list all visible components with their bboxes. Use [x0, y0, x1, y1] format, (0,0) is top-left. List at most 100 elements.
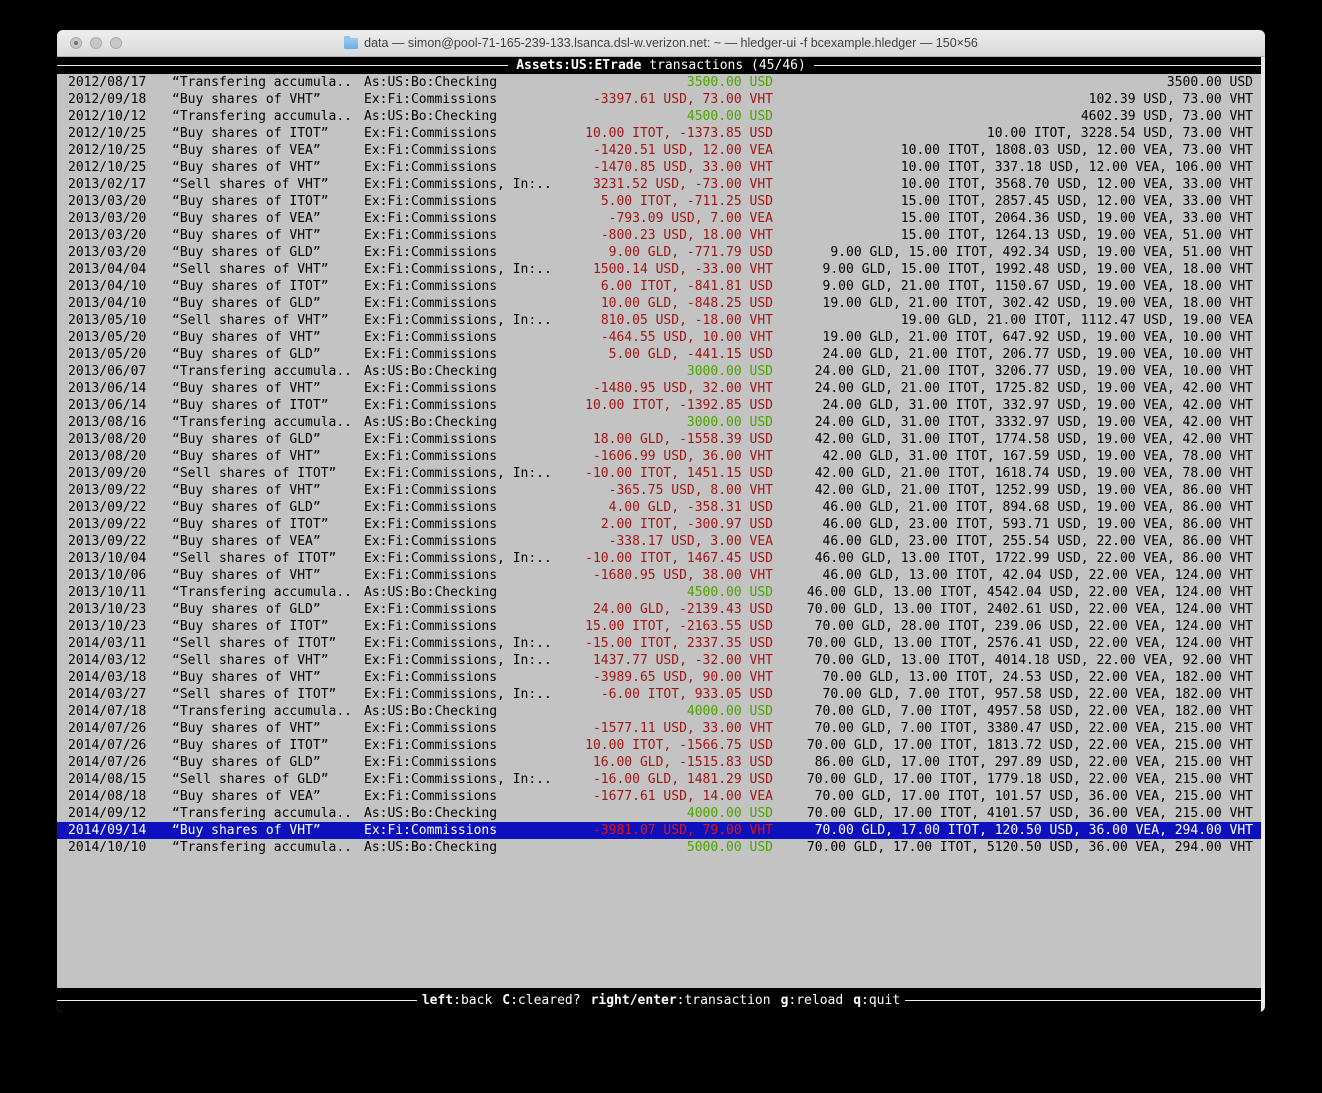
row-amount: -1470.85 USD, 33.00 VHT: [592, 160, 773, 175]
table-row[interactable]: 2014/07/26 “Buy shares of ITOT” Ex:Fi:Co…: [57, 737, 1265, 754]
table-row[interactable]: 2013/03/20 “Buy shares of VHT” Ex:Fi:Com…: [57, 227, 1265, 244]
row-description: “Buy shares of ITOT”: [172, 126, 329, 141]
table-row[interactable]: 2013/08/20 “Buy shares of VHT” Ex:Fi:Com…: [57, 448, 1265, 465]
table-row[interactable]: 2013/10/11 “Transfering accumula.. As:US…: [57, 584, 1265, 601]
row-description: “Buy shares of VEA”: [172, 143, 321, 158]
row-date: 2014/07/26: [68, 721, 147, 736]
row-amount: 810.05 USD, -18.00 VHT: [600, 313, 773, 328]
row-balance: 70.00 GLD, 7.00 ITOT, 4957.58 USD, 22.00…: [814, 704, 1253, 719]
table-row[interactable]: 2013/04/10 “Buy shares of ITOT” Ex:Fi:Co…: [57, 278, 1265, 295]
register-header: Assets:US:ETrade transactions (45/46): [57, 57, 1265, 74]
table-row[interactable]: 2013/08/16 “Transfering accumula.. As:US…: [57, 414, 1265, 431]
table-row[interactable]: 2012/10/12 “Transfering accumula.. As:US…: [57, 108, 1265, 125]
row-balance: 70.00 GLD, 17.00 ITOT, 4101.57 USD, 36.0…: [806, 806, 1253, 821]
table-row[interactable]: 2013/05/20 “Buy shares of VHT” Ex:Fi:Com…: [57, 329, 1265, 346]
table-row[interactable]: 2012/10/25 “Buy shares of VHT” Ex:Fi:Com…: [57, 159, 1265, 176]
table-row[interactable]: 2014/03/11 “Sell shares of ITOT” Ex:Fi:C…: [57, 635, 1265, 652]
row-description: “Buy shares of VHT”: [172, 228, 321, 243]
key-hint: g:reload: [781, 992, 844, 1009]
table-row[interactable]: 2013/09/22 “Buy shares of VEA” Ex:Fi:Com…: [57, 533, 1265, 550]
row-balance: 10.00 ITOT, 1808.03 USD, 12.00 VEA, 73.0…: [900, 143, 1253, 158]
zoom-button[interactable]: [110, 37, 122, 49]
table-row[interactable]: 2013/04/10 “Buy shares of GLD” Ex:Fi:Com…: [57, 295, 1265, 312]
row-amount: 4500.00 USD: [686, 585, 773, 600]
divider-line: [57, 65, 509, 66]
key-hint: left:back: [422, 992, 492, 1009]
table-row[interactable]: 2013/10/06 “Buy shares of VHT” Ex:Fi:Com…: [57, 567, 1265, 584]
table-row[interactable]: 2013/05/10 “Sell shares of VHT” Ex:Fi:Co…: [57, 312, 1265, 329]
row-amount: 4500.00 USD: [686, 109, 773, 124]
window-title: data — simon@pool-71-165-239-133.lsanca.…: [364, 36, 978, 50]
table-row[interactable]: 2012/09/18 “Buy shares of VHT” Ex:Fi:Com…: [57, 91, 1265, 108]
row-date: 2012/10/12: [68, 109, 147, 124]
row-amount: 5000.00 USD: [686, 840, 773, 855]
table-row[interactable]: 2012/10/25 “Buy shares of ITOT” Ex:Fi:Co…: [57, 125, 1265, 142]
row-description: “Transfering accumula..: [172, 704, 353, 719]
table-row[interactable]: 2013/06/14 “Buy shares of VHT” Ex:Fi:Com…: [57, 380, 1265, 397]
divider-line: [813, 65, 1265, 66]
table-row[interactable]: 2013/02/17 “Sell shares of VHT” Ex:Fi:Co…: [57, 176, 1265, 193]
row-amount: 10.00 ITOT, -1392.85 USD: [585, 398, 773, 413]
row-amount: 5.00 GLD, -441.15 USD: [608, 347, 773, 362]
table-row[interactable]: 2013/03/20 “Buy shares of GLD” Ex:Fi:Com…: [57, 244, 1265, 261]
row-description: “Transfering accumula..: [172, 840, 353, 855]
row-account: Ex:Fi:Commissions: [364, 449, 498, 464]
row-account: As:US:Bo:Checking: [364, 364, 498, 379]
close-button[interactable]: [70, 37, 82, 49]
table-row[interactable]: 2013/10/23 “Buy shares of ITOT” Ex:Fi:Co…: [57, 618, 1265, 635]
row-account: Ex:Fi:Commissions: [364, 296, 498, 311]
table-row[interactable]: 2014/10/10 “Transfering accumula.. As:US…: [57, 839, 1265, 856]
table-row[interactable]: 2013/06/07 “Transfering accumula.. As:US…: [57, 363, 1265, 380]
table-row[interactable]: 2013/10/04 “Sell shares of ITOT” Ex:Fi:C…: [57, 550, 1265, 567]
table-row[interactable]: 2014/03/18 “Buy shares of VHT” Ex:Fi:Com…: [57, 669, 1265, 686]
row-amount: -1577.11 USD, 33.00 VHT: [592, 721, 773, 736]
row-account: Ex:Fi:Commissions: [364, 517, 498, 532]
row-date: 2013/03/20: [68, 245, 147, 260]
table-row[interactable]: 2014/07/26 “Buy shares of GLD” Ex:Fi:Com…: [57, 754, 1265, 771]
table-row[interactable]: 2014/03/12 “Sell shares of VHT” Ex:Fi:Co…: [57, 652, 1265, 669]
table-row[interactable]: 2013/05/20 “Buy shares of GLD” Ex:Fi:Com…: [57, 346, 1265, 363]
row-description: “Sell shares of ITOT”: [172, 687, 337, 702]
table-row[interactable]: 2014/07/18 “Transfering accumula.. As:US…: [57, 703, 1265, 720]
row-description: “Sell shares of GLD”: [172, 772, 329, 787]
table-row[interactable]: 2014/09/12 “Transfering accumula.. As:US…: [57, 805, 1265, 822]
table-row[interactable]: 2014/03/27 “Sell shares of ITOT” Ex:Fi:C…: [57, 686, 1265, 703]
table-row[interactable]: 2013/04/04 “Sell shares of VHT” Ex:Fi:Co…: [57, 261, 1265, 278]
table-row[interactable]: 2013/03/20 “Buy shares of VEA” Ex:Fi:Com…: [57, 210, 1265, 227]
scrollbar[interactable]: [1261, 57, 1265, 1012]
row-account: Ex:Fi:Commissions: [364, 381, 498, 396]
table-row[interactable]: 2012/10/25 “Buy shares of VEA” Ex:Fi:Com…: [57, 142, 1265, 159]
row-amount: -16.00 GLD, 1481.29 USD: [592, 772, 773, 787]
table-row[interactable]: 2014/08/15 “Sell shares of GLD” Ex:Fi:Co…: [57, 771, 1265, 788]
row-date: 2012/10/25: [68, 160, 147, 175]
table-row[interactable]: 2012/08/17 “Transfering accumula.. As:US…: [57, 74, 1265, 91]
row-balance: 70.00 GLD, 13.00 ITOT, 24.53 USD, 22.00 …: [822, 670, 1253, 685]
table-row[interactable]: 2013/09/22 “Buy shares of VHT” Ex:Fi:Com…: [57, 482, 1265, 499]
row-balance: 10.00 ITOT, 3568.70 USD, 12.00 VEA, 33.0…: [900, 177, 1253, 192]
table-row[interactable]: 2013/03/20 “Buy shares of ITOT” Ex:Fi:Co…: [57, 193, 1265, 210]
row-account: As:US:Bo:Checking: [364, 109, 498, 124]
table-row[interactable]: 2013/08/20 “Buy shares of GLD” Ex:Fi:Com…: [57, 431, 1265, 448]
row-account: Ex:Fi:Commissions, In:..: [364, 262, 552, 277]
table-row[interactable]: 2013/09/22 “Buy shares of ITOT” Ex:Fi:Co…: [57, 516, 1265, 533]
table-row[interactable]: 2013/10/23 “Buy shares of GLD” Ex:Fi:Com…: [57, 601, 1265, 618]
table-row[interactable]: 2013/09/22 “Buy shares of GLD” Ex:Fi:Com…: [57, 499, 1265, 516]
row-account: As:US:Bo:Checking: [364, 415, 498, 430]
table-row[interactable]: 2014/07/26 “Buy shares of VHT” Ex:Fi:Com…: [57, 720, 1265, 737]
row-amount: -10.00 ITOT, 1451.15 USD: [585, 466, 773, 481]
divider-line: [57, 999, 417, 1001]
row-date: 2013/04/04: [68, 262, 147, 277]
table-row[interactable]: 2013/06/14 “Buy shares of ITOT” Ex:Fi:Co…: [57, 397, 1265, 414]
row-amount: 2.00 ITOT, -300.97 USD: [600, 517, 773, 532]
row-account: Ex:Fi:Commissions: [364, 228, 498, 243]
minimize-button[interactable]: [90, 37, 102, 49]
row-amount: 10.00 ITOT, -1566.75 USD: [585, 738, 773, 753]
hint-key: q: [853, 992, 862, 1008]
titlebar[interactable]: data — simon@pool-71-165-239-133.lsanca.…: [57, 30, 1265, 57]
table-row[interactable]: 2014/08/18 “Buy shares of VEA” Ex:Fi:Com…: [57, 788, 1265, 805]
row-account: Ex:Fi:Commissions: [364, 194, 498, 209]
table-row[interactable]: 2014/09/14 “Buy shares of VHT” Ex:Fi:Com…: [57, 822, 1265, 839]
row-date: 2014/08/15: [68, 772, 147, 787]
table-row[interactable]: 2013/09/20 “Sell shares of ITOT” Ex:Fi:C…: [57, 465, 1265, 482]
row-balance: 46.00 GLD, 13.00 ITOT, 42.04 USD, 22.00 …: [822, 568, 1253, 583]
